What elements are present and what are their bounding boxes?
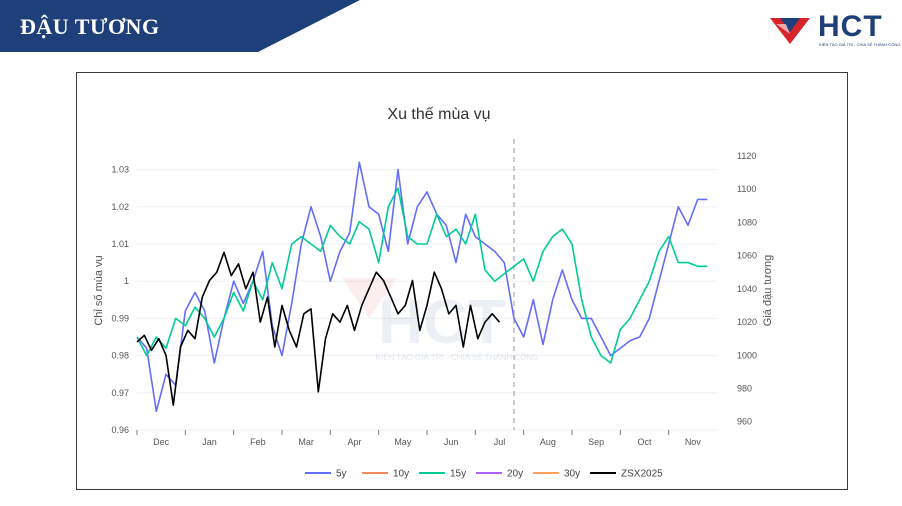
logo-tagline: KIẾN TẠO GIÁ TRỊ - CHIA SẺ THÀNH CÔNG — [819, 42, 901, 47]
y-tick-label: 1 — [124, 276, 129, 286]
y-tick-label: 0.97 — [111, 388, 129, 398]
x-tick-label: Apr — [347, 437, 361, 447]
y2-tick-label: 1100 — [737, 184, 756, 194]
y2-tick-label: 980 — [737, 383, 752, 393]
legend-label: 20y — [507, 469, 523, 480]
y2-tick-label: 1000 — [737, 350, 757, 360]
x-tick-label: May — [394, 437, 412, 447]
y-tick-label: 0.98 — [111, 351, 129, 361]
x-tick-label: Jun — [444, 437, 459, 447]
y2-tick-label: 1060 — [737, 251, 757, 261]
title-banner — [0, 0, 360, 52]
y2-tick-label: 1040 — [737, 284, 757, 294]
legend-label: 15y — [450, 469, 466, 480]
x-tick-label: Feb — [250, 437, 266, 447]
y-tick-label: 1.02 — [111, 202, 129, 212]
logo-text: HCT — [818, 10, 883, 43]
watermark-tagline: KIẾN TẠO GIÁ TRỊ - CHIA SẺ THÀNH CÔNG — [376, 352, 539, 362]
x-tick-label: Sep — [588, 437, 604, 447]
y2-tick-label: 1080 — [737, 217, 757, 227]
legend-label: 10y — [393, 469, 409, 480]
chart-title: Xu thế mùa vụ — [387, 106, 490, 123]
logo-diamond-icon — [770, 18, 810, 44]
series-line-zsx2025 — [136, 251, 501, 406]
y-tick-label: 1.03 — [111, 165, 129, 175]
x-tick-label: Aug — [540, 437, 556, 447]
x-tick-label: Nov — [685, 437, 702, 447]
banner-shape — [0, 0, 360, 52]
seasonality-chart: Xu thế mùa vụ 0.96 0.97 0.98 0.99 1 1.01 1.02 1.… — [93, 106, 774, 480]
series-line-15y — [136, 187, 708, 364]
x-tick-label: Jan — [202, 437, 217, 447]
y2-axis-title: Giá đậu tương — [762, 255, 774, 326]
watermark-text: HCT — [378, 288, 506, 357]
x-tick-label: Oct — [637, 437, 652, 447]
y-axis-title: Chỉ số mùa vụ — [93, 255, 105, 325]
legend-label: 30y — [564, 469, 580, 480]
page-title: ĐẬU TƯƠNG — [20, 14, 160, 39]
y2-tick-label: 960 — [737, 417, 752, 427]
y-tick-label: 1.01 — [111, 239, 129, 249]
hct-logo[interactable] — [766, 12, 896, 52]
series-line-5y — [136, 161, 708, 413]
y-tick-label: 0.99 — [111, 313, 129, 323]
y2-tick-label: 1120 — [737, 151, 756, 161]
x-tick-label: Jul — [494, 437, 506, 447]
y2-tick-label: 1020 — [737, 317, 757, 327]
x-tick-label: Dec — [153, 437, 170, 447]
x-tick-label: Mar — [298, 437, 314, 447]
legend-label: 5y — [336, 469, 347, 480]
legend-label: ZSX2025 — [621, 469, 663, 480]
watermark-diamond-icon — [342, 278, 397, 318]
chart-panel: Xu thế mùa vụ 0.96 0.97 0.98 0.99 1 1.01 1.02 1.… — [76, 72, 848, 490]
y-tick-label: 0.96 — [111, 425, 129, 435]
